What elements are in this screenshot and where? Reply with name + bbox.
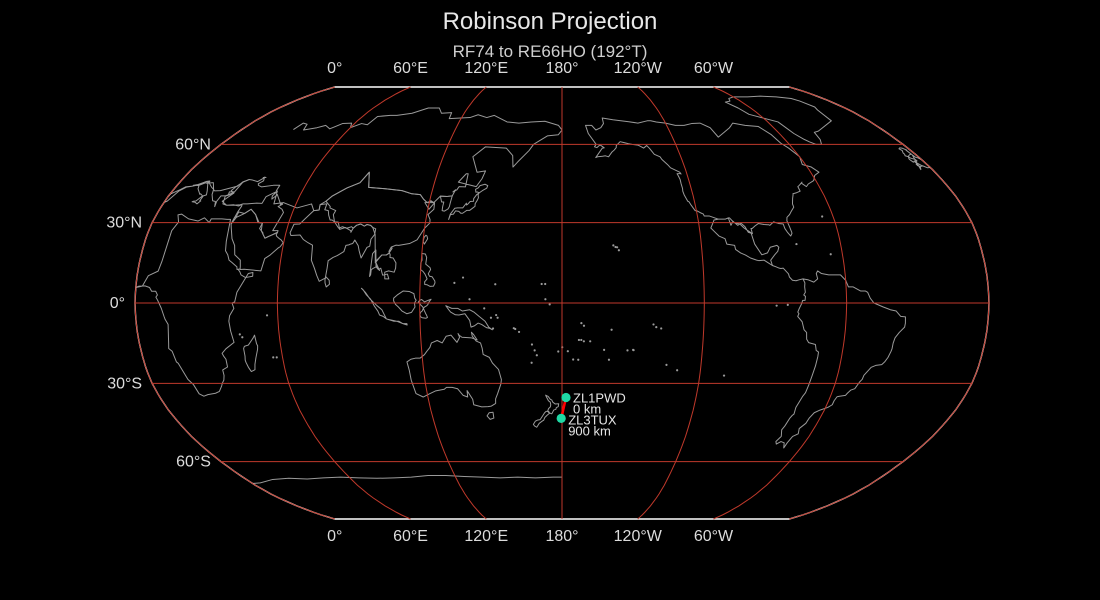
- svg-text:60°S: 60°S: [176, 454, 211, 471]
- svg-text:120°E: 120°E: [464, 60, 508, 77]
- svg-text:0°: 0°: [327, 528, 342, 545]
- svg-text:180°: 180°: [545, 60, 578, 77]
- svg-text:120°W: 120°W: [614, 528, 663, 545]
- svg-text:60°N: 60°N: [175, 136, 211, 153]
- svg-text:900 km: 900 km: [568, 424, 611, 439]
- svg-text:30°S: 30°S: [107, 375, 142, 392]
- svg-text:180°: 180°: [545, 528, 578, 545]
- svg-text:120°W: 120°W: [614, 60, 663, 77]
- svg-text:30°N: 30°N: [106, 215, 142, 232]
- svg-text:60°E: 60°E: [393, 528, 428, 545]
- svg-text:120°E: 120°E: [464, 528, 508, 545]
- svg-text:0°: 0°: [110, 295, 125, 312]
- svg-text:60°E: 60°E: [393, 60, 428, 77]
- svg-text:60°W: 60°W: [694, 60, 734, 77]
- svg-text:60°W: 60°W: [694, 528, 734, 545]
- svg-text:0°: 0°: [327, 60, 342, 77]
